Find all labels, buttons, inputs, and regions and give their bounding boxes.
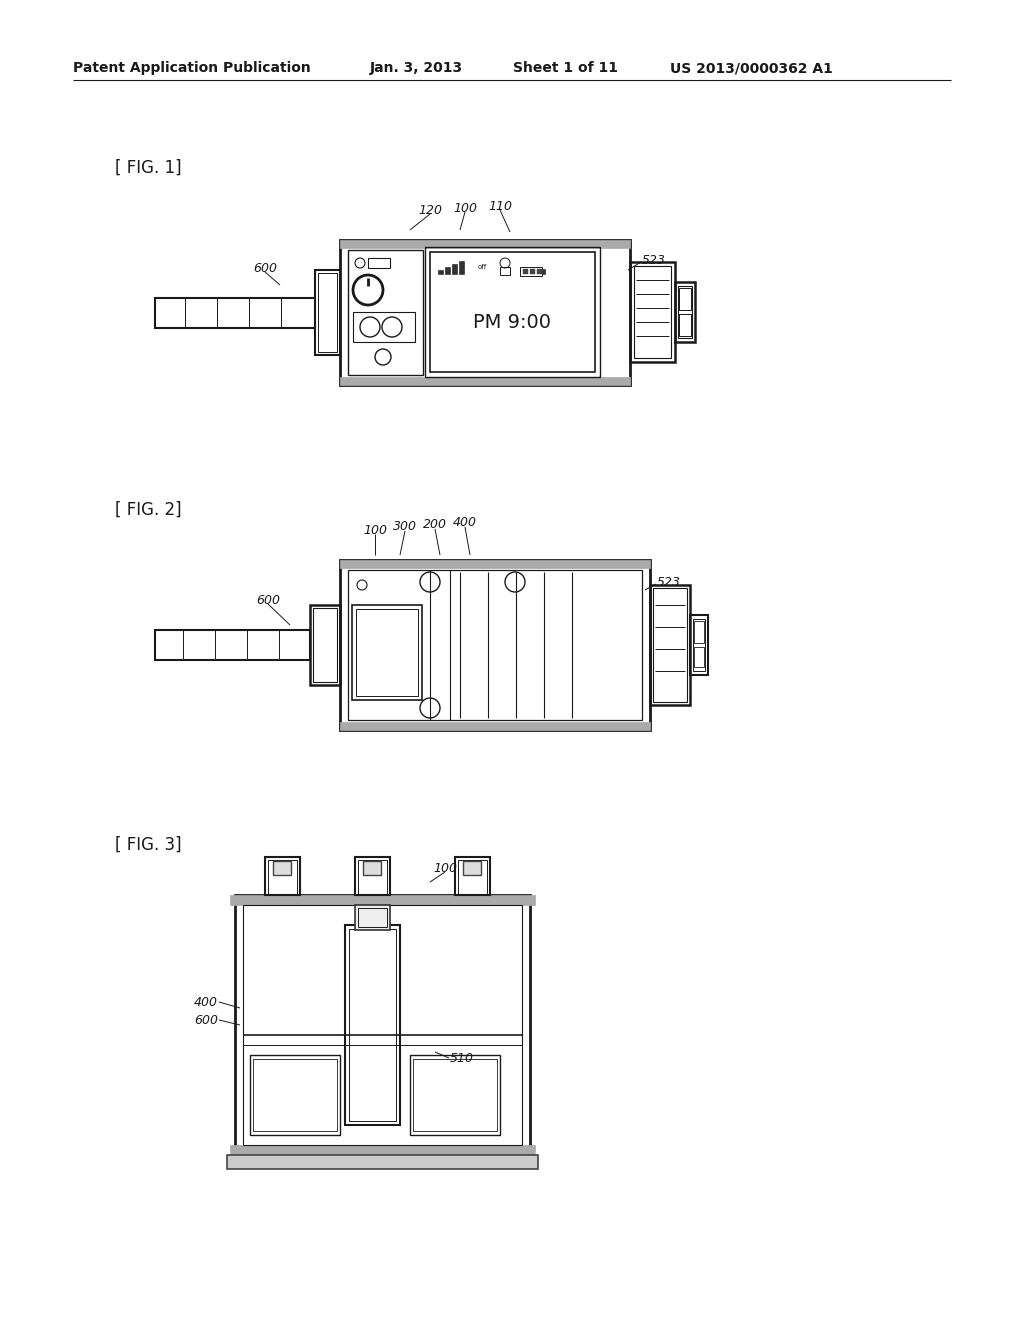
Bar bbox=[356, 609, 418, 696]
Bar bbox=[630, 261, 675, 362]
Text: 120: 120 bbox=[418, 203, 442, 216]
Bar bbox=[690, 615, 708, 675]
Bar bbox=[425, 247, 600, 378]
Bar bbox=[340, 240, 630, 385]
Bar bbox=[358, 861, 387, 895]
Text: 400: 400 bbox=[453, 516, 477, 529]
Bar bbox=[227, 1155, 538, 1170]
Bar bbox=[310, 605, 340, 685]
Text: 200: 200 bbox=[423, 519, 447, 532]
Bar bbox=[679, 314, 691, 337]
Text: [ FIG. 3]: [ FIG. 3] bbox=[115, 836, 181, 854]
Bar bbox=[455, 857, 490, 895]
Bar bbox=[410, 1055, 500, 1135]
Bar bbox=[318, 273, 337, 352]
Bar bbox=[438, 271, 443, 275]
Bar bbox=[413, 1059, 497, 1131]
Bar bbox=[542, 269, 545, 275]
Text: US 2013/0000362 A1: US 2013/0000362 A1 bbox=[670, 61, 833, 75]
Text: 100: 100 bbox=[433, 862, 457, 874]
Bar bbox=[452, 264, 457, 275]
Bar bbox=[155, 298, 315, 327]
Bar bbox=[694, 620, 705, 643]
Text: PM 9:00: PM 9:00 bbox=[473, 313, 551, 331]
Text: 100: 100 bbox=[453, 202, 477, 214]
Text: 523: 523 bbox=[642, 253, 666, 267]
Bar bbox=[430, 252, 595, 372]
Text: 600: 600 bbox=[194, 1014, 218, 1027]
Text: off: off bbox=[477, 264, 486, 271]
Bar bbox=[353, 312, 415, 342]
Bar bbox=[155, 630, 310, 660]
Bar bbox=[345, 925, 400, 1125]
Bar bbox=[445, 267, 450, 275]
Bar bbox=[694, 647, 705, 667]
Bar bbox=[362, 861, 381, 875]
Bar bbox=[340, 378, 630, 385]
Bar bbox=[265, 857, 300, 895]
Bar bbox=[537, 269, 542, 275]
Bar bbox=[230, 895, 535, 906]
Bar bbox=[358, 908, 387, 927]
Bar bbox=[340, 560, 650, 568]
Bar bbox=[349, 929, 396, 1121]
Bar bbox=[315, 271, 340, 355]
Bar bbox=[273, 861, 291, 875]
Bar bbox=[340, 722, 650, 730]
Bar bbox=[500, 267, 510, 275]
Bar bbox=[368, 257, 390, 268]
Bar bbox=[678, 286, 692, 338]
Bar bbox=[530, 269, 535, 275]
Text: 600: 600 bbox=[256, 594, 280, 606]
Bar bbox=[355, 906, 390, 931]
Text: 300: 300 bbox=[393, 520, 417, 533]
Text: [ FIG. 1]: [ FIG. 1] bbox=[115, 158, 181, 177]
Bar bbox=[650, 585, 690, 705]
Text: 510: 510 bbox=[450, 1052, 474, 1064]
Bar bbox=[340, 560, 650, 730]
Bar bbox=[634, 267, 671, 358]
Text: Sheet 1 of 11: Sheet 1 of 11 bbox=[513, 61, 618, 75]
Bar bbox=[253, 1059, 337, 1131]
Text: 110: 110 bbox=[488, 199, 512, 213]
Bar bbox=[268, 861, 297, 895]
Bar bbox=[243, 906, 522, 1144]
Text: 400: 400 bbox=[194, 995, 218, 1008]
Text: Jan. 3, 2013: Jan. 3, 2013 bbox=[370, 61, 463, 75]
Bar bbox=[348, 570, 642, 719]
Bar bbox=[340, 240, 630, 248]
Bar bbox=[653, 587, 687, 702]
Bar bbox=[234, 895, 530, 1155]
Text: [ FIG. 2]: [ FIG. 2] bbox=[115, 502, 181, 519]
Bar bbox=[459, 261, 464, 275]
Bar bbox=[463, 861, 481, 875]
Bar bbox=[675, 282, 695, 342]
Text: 600: 600 bbox=[253, 261, 278, 275]
Text: Patent Application Publication: Patent Application Publication bbox=[73, 61, 310, 75]
Bar bbox=[352, 605, 422, 700]
Bar bbox=[313, 609, 337, 682]
Bar bbox=[355, 857, 390, 895]
Bar bbox=[679, 288, 691, 310]
Text: 100: 100 bbox=[362, 524, 387, 536]
Bar bbox=[230, 1144, 535, 1155]
Bar bbox=[348, 249, 423, 375]
Bar bbox=[520, 267, 542, 276]
Bar bbox=[458, 861, 487, 895]
Bar bbox=[250, 1055, 340, 1135]
Bar bbox=[523, 269, 528, 275]
Bar bbox=[693, 619, 705, 671]
Text: 523: 523 bbox=[657, 576, 681, 589]
